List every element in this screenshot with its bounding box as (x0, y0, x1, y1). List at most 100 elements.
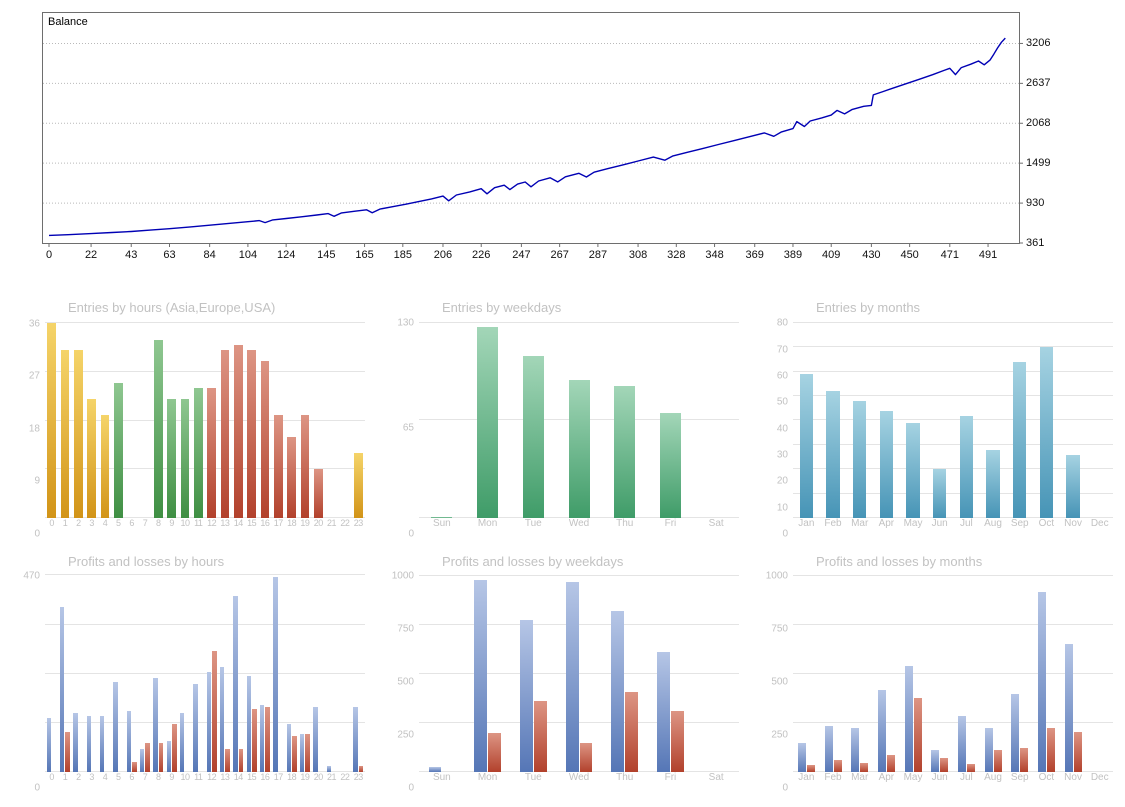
loss-bar (225, 749, 230, 772)
bar (986, 449, 1000, 518)
balance-x-label: 84 (203, 249, 216, 261)
bar-slot (272, 318, 285, 518)
x-tick-label: Nov (1064, 772, 1082, 783)
bar (1066, 454, 1080, 518)
loss-bar (806, 765, 815, 772)
bar-slot (900, 318, 927, 518)
x-tick-label: Sun (432, 518, 451, 529)
bar-slot (820, 572, 847, 772)
bar-slot (245, 572, 258, 772)
x-tick-label: 7 (142, 518, 148, 528)
balance-x-label: 145 (317, 249, 336, 261)
gridline (793, 721, 1113, 723)
gridline (45, 574, 365, 576)
profit-bar (126, 711, 132, 772)
loss-bar (252, 709, 257, 772)
bar-slot (556, 572, 602, 772)
profit-bar (353, 707, 358, 772)
gridline (45, 419, 365, 421)
plot-wrap: Sun Mon Tue Wed Thu Fri Sat (419, 318, 739, 534)
bar-slot (900, 572, 927, 772)
y-tick-label: 10 (776, 502, 788, 514)
y-tick-label: 500 (771, 676, 788, 688)
bar (959, 415, 974, 518)
loss-bar (305, 734, 310, 772)
balance-x-label: 348 (705, 249, 724, 261)
gridline (419, 321, 739, 323)
x-tick-label: Jan (798, 772, 815, 783)
profit-bar (166, 740, 172, 772)
balance-x-label: 165 (355, 249, 374, 261)
bar (247, 350, 256, 518)
balance-x-axis: 0 22 43 63 84 104 124 145 165 185 206 226 247 267 287 3… (42, 244, 1018, 262)
bar (799, 374, 813, 518)
profit-bar (286, 723, 292, 772)
bar-slot (1060, 318, 1087, 518)
chart-entries-by-months: Entries by months 0 10 20 30 40 50 60 70 80 Jan F… (758, 298, 1113, 540)
bar-slot (152, 572, 165, 772)
bar-slot (873, 572, 900, 772)
gridline (45, 371, 365, 373)
bar-slot (205, 572, 218, 772)
loss-bar (145, 742, 150, 772)
x-tick-label: Jun (931, 518, 948, 529)
bar (853, 400, 867, 518)
loss-bar (212, 650, 217, 772)
y-tick-label: 65 (402, 422, 414, 434)
x-tick-label: Sep (1010, 518, 1029, 529)
bar-slot (112, 318, 125, 518)
profit-bar (59, 606, 65, 772)
x-tick-label: 2 (76, 518, 81, 528)
x-tick-label: 16 (260, 518, 270, 528)
bar-slot (510, 572, 556, 772)
bar (60, 350, 70, 518)
profit-bar (657, 652, 670, 772)
x-tick-label: 17 (273, 772, 284, 782)
profit-bar (73, 713, 78, 772)
x-tick-label: Jul (959, 772, 973, 783)
bar-slot (285, 572, 298, 772)
x-tick-label: 23 (353, 518, 364, 528)
y-tick-label: 250 (397, 729, 414, 741)
bar-slot (352, 572, 365, 772)
balance-y-axis: 361 930 1499 2068 2637 3206 (1020, 12, 1080, 249)
x-axis: Sun Mon Tue Wed Thu Fri Sat (419, 518, 739, 534)
bar-slot (205, 318, 218, 518)
loss-bar (292, 736, 297, 772)
y-tick-label: 750 (397, 623, 414, 635)
x-axis: 0 1 2 3 4 5 6 7 8 9 10 11 12 13 14 15 16 17 18 19 20 21 22 23 (45, 518, 365, 534)
bar (353, 453, 363, 518)
bar (300, 415, 310, 518)
bar-slot (693, 572, 739, 772)
profit-bar (193, 684, 198, 772)
bar (906, 422, 920, 518)
y-tick-label: 50 (776, 396, 788, 408)
bar-slot (1060, 572, 1087, 772)
bar-slot (298, 318, 311, 518)
bar-slot (648, 572, 694, 772)
x-tick-label: 19 (300, 772, 310, 782)
x-tick-label: 4 (102, 772, 108, 782)
y-tick-label: 60 (776, 370, 788, 382)
y-tick-label: 0 (782, 528, 788, 540)
profit-bar (931, 750, 940, 772)
bar-slot (1086, 318, 1113, 518)
bar-slot (272, 572, 285, 772)
x-tick-label: Jan (798, 518, 815, 529)
chart-entries-by-weekdays: Entries by weekdays 0 65 130 Sun Mon Tue Wed T… (384, 298, 739, 540)
profit-bar (520, 620, 533, 772)
chart-profits-losses-by-weekdays: Profits and losses by weekdays 0 250 500 75… (384, 552, 739, 794)
profit-bar (877, 689, 886, 772)
bar (1013, 361, 1027, 518)
bar-slot (602, 572, 648, 772)
y-tick-label: 0 (34, 528, 40, 540)
bars-layer (419, 572, 739, 772)
bar-slot (926, 318, 953, 518)
profit-bar (113, 682, 118, 772)
x-tick-label: 14 (233, 518, 244, 528)
bar (568, 379, 590, 518)
mini-charts-grid: Entries by hours (Asia,Europe,USA) 0 9 18 2… (10, 298, 1113, 794)
gridline (45, 623, 365, 625)
chart-body: 0 250 500 750 1000 Jan Feb Mar Apr May Jun Jul Aug S… (758, 571, 1113, 794)
x-tick-label: 17 (273, 518, 284, 528)
